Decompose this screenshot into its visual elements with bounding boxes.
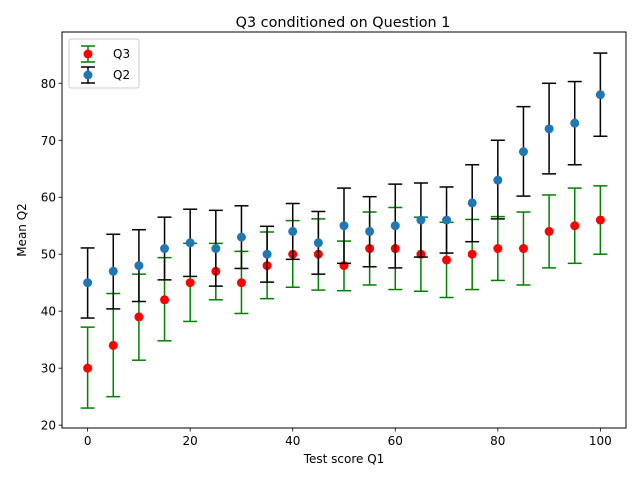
q2-point — [416, 215, 426, 225]
y-tick-label: 20 — [41, 419, 56, 433]
q2-point — [544, 124, 554, 134]
y-tick-label: 70 — [41, 134, 56, 148]
axes-frame — [61, 31, 627, 429]
q2-point — [570, 118, 580, 128]
q2-point — [518, 147, 528, 157]
q3-point — [570, 221, 580, 231]
y-tick-label: 50 — [41, 248, 56, 262]
q2-point — [339, 221, 349, 231]
q3-point — [134, 312, 144, 322]
q3-point — [442, 255, 452, 265]
q2-point — [211, 244, 221, 254]
legend-q3-marker — [83, 49, 93, 59]
legend: Q3 Q2 — [68, 38, 140, 89]
q2-point — [236, 232, 246, 242]
q3-point — [108, 340, 118, 350]
q3-point — [595, 215, 605, 225]
q2-point — [288, 226, 298, 236]
q3-point — [544, 226, 554, 236]
series-q2 — [80, 52, 608, 319]
q3-point — [518, 244, 528, 254]
x-tick-label: 60 — [388, 434, 403, 448]
x-tick-label: 40 — [285, 434, 300, 448]
q2-point — [595, 90, 605, 100]
legend-q2-marker — [83, 70, 93, 80]
x-axis-ticks: 0 20 40 60 80 100 — [84, 428, 612, 448]
y-tick-label: 40 — [41, 305, 56, 319]
y-tick-label: 80 — [41, 77, 56, 91]
legend-entry-q3: Q3 — [81, 45, 130, 63]
q2-point — [108, 266, 118, 276]
plot-area — [80, 52, 608, 409]
q2-point — [262, 249, 272, 259]
chart-title: Q3 conditioned on Question 1 — [236, 15, 451, 31]
legend-entry-q2: Q2 — [81, 66, 130, 84]
q3-point — [236, 278, 246, 288]
legend-q3-label: Q3 — [113, 47, 130, 61]
x-tick-label: 0 — [84, 434, 92, 448]
x-axis-label: Test score Q1 — [303, 452, 385, 466]
y-axis-label: Mean Q2 — [15, 203, 29, 257]
q2-point — [83, 278, 93, 288]
q3-point — [467, 249, 477, 259]
q2-point — [160, 244, 170, 254]
q2-point — [390, 221, 400, 231]
q2-point — [185, 238, 195, 248]
q2-point — [134, 261, 144, 271]
q2-point — [313, 238, 323, 248]
x-tick-label: 80 — [490, 434, 505, 448]
q3-point — [83, 363, 93, 373]
q2-point — [365, 226, 375, 236]
x-tick-label: 20 — [183, 434, 198, 448]
y-tick-label: 60 — [41, 191, 56, 205]
q3-point — [493, 244, 503, 254]
legend-q2-label: Q2 — [113, 68, 130, 82]
q2-point — [442, 215, 452, 225]
q2-point — [493, 175, 503, 185]
q3-point — [185, 278, 195, 288]
y-axis-ticks: 20 30 40 50 60 70 80 — [41, 77, 62, 433]
x-tick-label: 100 — [589, 434, 612, 448]
q2-point — [467, 198, 477, 208]
q3-point — [160, 295, 170, 305]
y-tick-label: 30 — [41, 362, 56, 376]
